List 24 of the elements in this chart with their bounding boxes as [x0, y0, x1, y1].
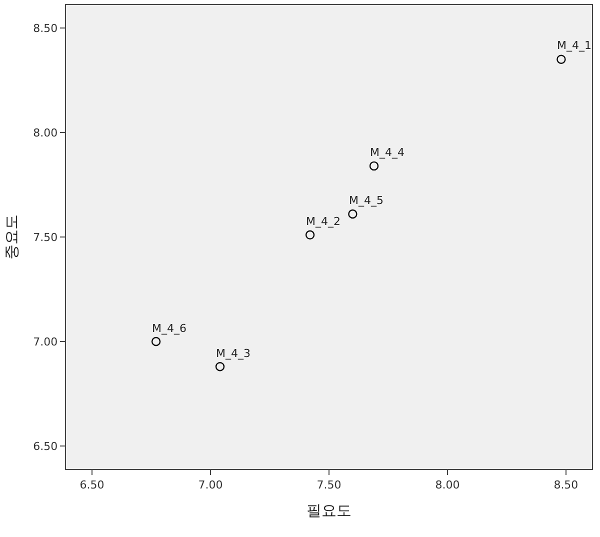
y-tick-label: 8.00 [33, 126, 58, 140]
point [215, 362, 225, 372]
x-tick-label: 7.50 [316, 478, 342, 492]
x-tick-label: 8.00 [435, 478, 460, 492]
annotation: M_4_3 [216, 347, 250, 360]
point [556, 54, 566, 64]
x-axis-title: 필요도 [306, 501, 352, 520]
annotation: M_4_2 [306, 215, 340, 228]
point [151, 336, 161, 346]
y-axis-title: 중요도 [2, 214, 20, 260]
point [369, 161, 379, 171]
y-tick-label: 7.00 [33, 335, 58, 348]
x-tick-label: 8.50 [554, 478, 578, 492]
y-tick-label: 7.50 [33, 230, 58, 244]
point [348, 209, 358, 219]
y-tick-label: 8.50 [33, 22, 58, 35]
point [305, 230, 315, 240]
annotation: M_4_5 [349, 194, 384, 207]
annotation: M_4_4 [370, 146, 404, 159]
x-tick-label: 7.00 [198, 478, 223, 492]
y-tick-label: 6.50 [33, 440, 58, 453]
annotation: M_4_6 [152, 322, 186, 335]
x-tick-label: 6.50 [80, 478, 104, 492]
annotation: M_4_1 [557, 39, 592, 52]
